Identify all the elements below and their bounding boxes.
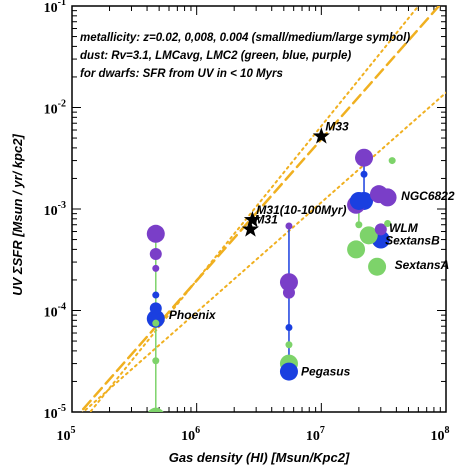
data-point-phoenix (149, 302, 162, 315)
y-tick-label: 10-1 (44, 0, 66, 16)
annotation-line-2: dust: Rv=3.1, LMCavg, LMC2 (green, blue,… (80, 50, 351, 62)
y-tick-label: 10-2 (44, 99, 66, 118)
data-point-phoenix (152, 319, 160, 327)
galaxy-label: Phoenix (169, 308, 217, 322)
data-point-sextansb (359, 226, 378, 245)
data-point-phoenix (146, 224, 165, 243)
reference-lines (79, 6, 446, 412)
data-point-ngc6822 (355, 148, 374, 167)
data-point-phoenix (152, 291, 160, 299)
data-point-sextansa (347, 240, 366, 259)
star-marker (243, 210, 261, 228)
star-label: M33 (325, 119, 349, 133)
data-point-phoenix (146, 309, 165, 328)
x-tick-label: 106 (181, 425, 200, 444)
galaxy-label: NGC6822 (401, 189, 455, 203)
data-point-pegasus (285, 341, 293, 349)
y-tick-label: 10-5 (44, 403, 66, 422)
data-point-ngc6822 (360, 170, 368, 178)
star-marker (241, 220, 259, 237)
x-tick-label: 108 (431, 425, 450, 444)
x-axis-label: Gas density (HI) [Msun/Kpc2] (169, 450, 350, 465)
axis-ticks: 105 106 107 108 10-5 10-4 10-3 10-2 10-1 (44, 0, 450, 444)
y-axis-label: UV ΣSFR [Msun / yr/ kpc2] (10, 134, 25, 296)
data-point-phoenix (152, 264, 160, 272)
reference-line-dotted (88, 6, 420, 412)
x-tick-label: 107 (306, 425, 325, 444)
star-label: M31(10-100Myr) (256, 203, 346, 217)
data-point-pegasus (285, 324, 293, 332)
data-point-sextansb (374, 223, 387, 236)
y-tick-label: 10-4 (44, 302, 66, 321)
galaxy-labels: M33 M31(10-100Myr)M31 Phoenix Pegasus NGC682… (169, 119, 455, 378)
annotation-line-3: for dwarfs: SFR from UV in < 10 Myrs (80, 68, 283, 80)
data-point-ngc6822 (388, 157, 396, 165)
annotation-line-1: metallicity: z=0.02, 0,008, 0.004 (small… (80, 32, 410, 44)
galaxy-label: SextansB (385, 233, 440, 247)
data-point-pegasus (282, 286, 295, 299)
reference-line-dotted (81, 91, 446, 412)
data-point-phoenix (152, 357, 160, 365)
data-point-pegasus (285, 222, 293, 230)
data-point-ngc6822 (378, 188, 397, 207)
data-points (146, 127, 397, 412)
galaxy-label: WLM (389, 221, 419, 235)
star-label: M31 (254, 212, 278, 226)
data-point-sextansa (384, 219, 392, 227)
data-point-pegasus (279, 362, 298, 381)
star-marker (312, 127, 330, 144)
y-tick-label: 10-3 (44, 200, 66, 219)
galaxy-label: SextansA (395, 258, 450, 272)
data-point-sextansa (368, 257, 387, 276)
x-tick-label: 105 (57, 425, 76, 444)
data-point-wlm (355, 221, 363, 229)
data-point-wlm (349, 191, 368, 210)
data-point-phoenix (148, 407, 164, 412)
data-point-phoenix (149, 248, 162, 261)
reference-line-dashed (79, 6, 441, 412)
data-point-pegasus (279, 273, 298, 292)
galaxy-label: Pegasus (301, 365, 351, 379)
